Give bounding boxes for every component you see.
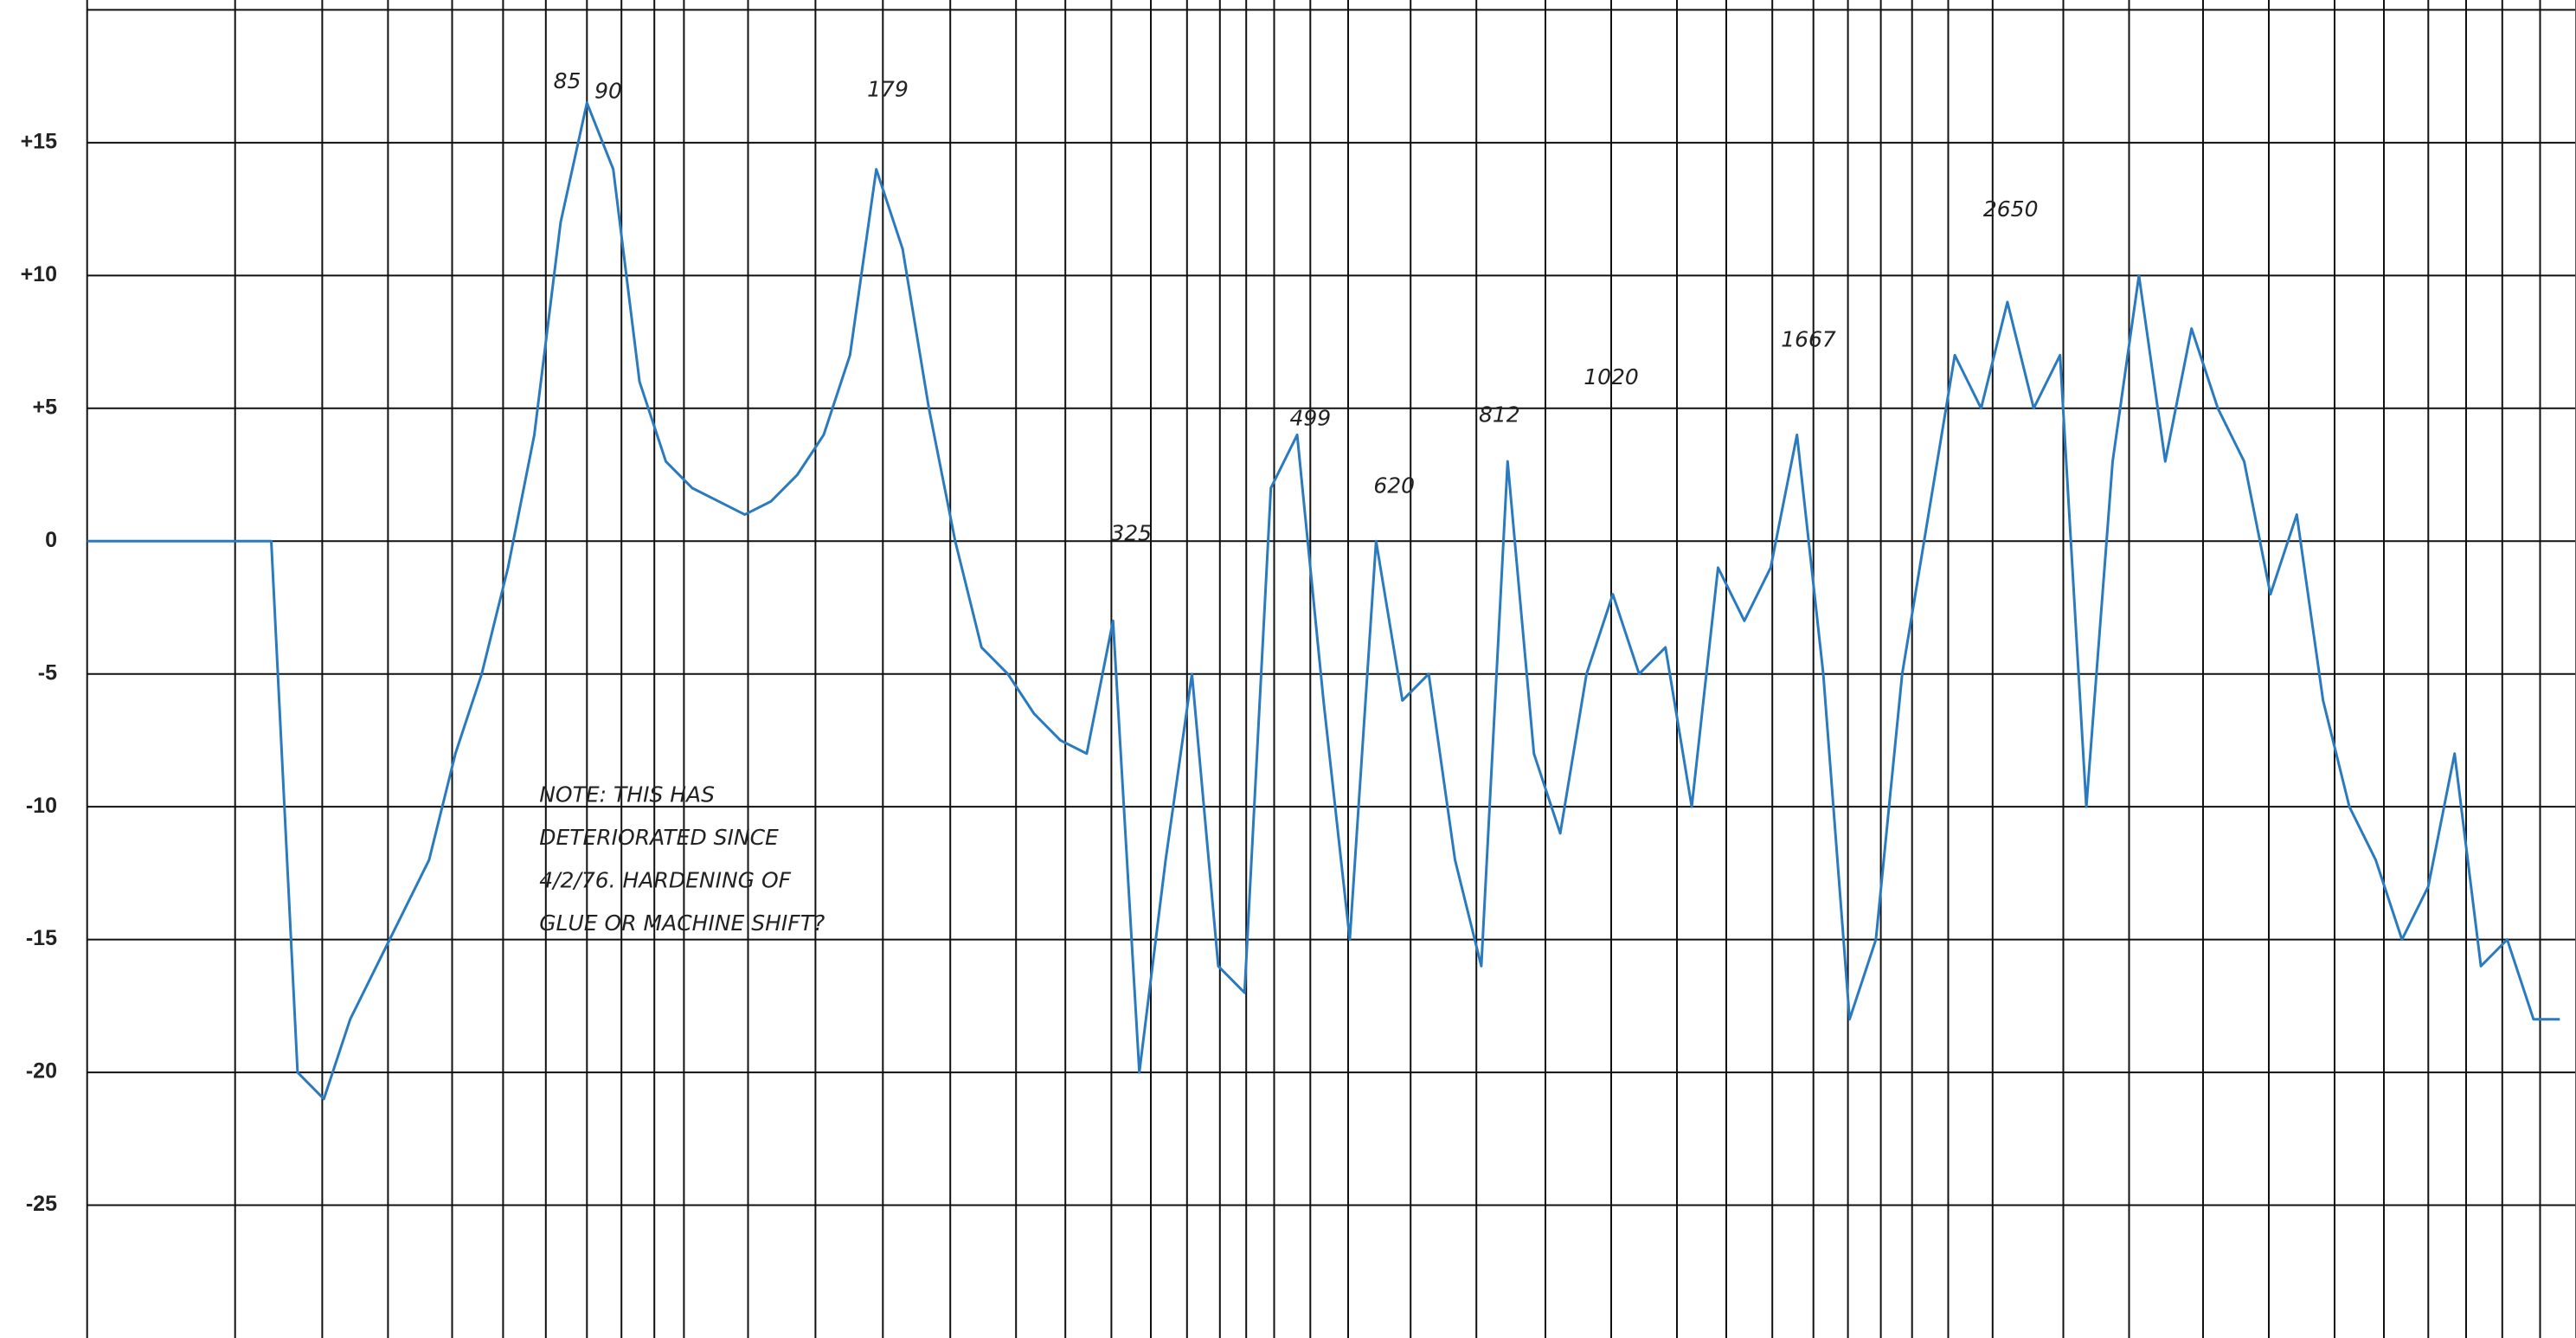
note-line: DETERIORATED SINCE [539,825,779,850]
note-line: NOTE: THIS HAS [539,782,715,807]
peak-annotation: 90 [594,78,622,103]
peak-annotation: 1667 [1781,326,1836,351]
y-tick-label: -5 [38,660,57,685]
peak-annotation: 499 [1289,406,1331,431]
y-tick-label: -10 [26,794,57,818]
peak-annotation: 812 [1479,402,1520,428]
y-tick-label: +10 [21,262,57,286]
note-line: GLUE OR MACHINE SHIFT? [539,910,825,936]
peak-annotation: 2650 [1983,196,2039,222]
y-tick-label: +15 [21,129,58,153]
peak-annotation: 85 [554,68,581,93]
peak-annotation: 620 [1373,473,1415,498]
peak-annotation: 325 [1110,521,1152,546]
y-tick-label: +5 [32,395,57,419]
note-line: 4/2/76. HARDENING OF [539,867,791,892]
peak-annotation: 179 [867,77,909,102]
y-tick-label: -25 [26,1192,57,1216]
peak-annotation: 1020 [1584,364,1639,389]
y-tick-label: 0 [45,528,57,552]
y-tick-label: -20 [26,1059,57,1084]
trace-line [87,101,2560,1101]
y-tick-label: -15 [26,926,57,950]
